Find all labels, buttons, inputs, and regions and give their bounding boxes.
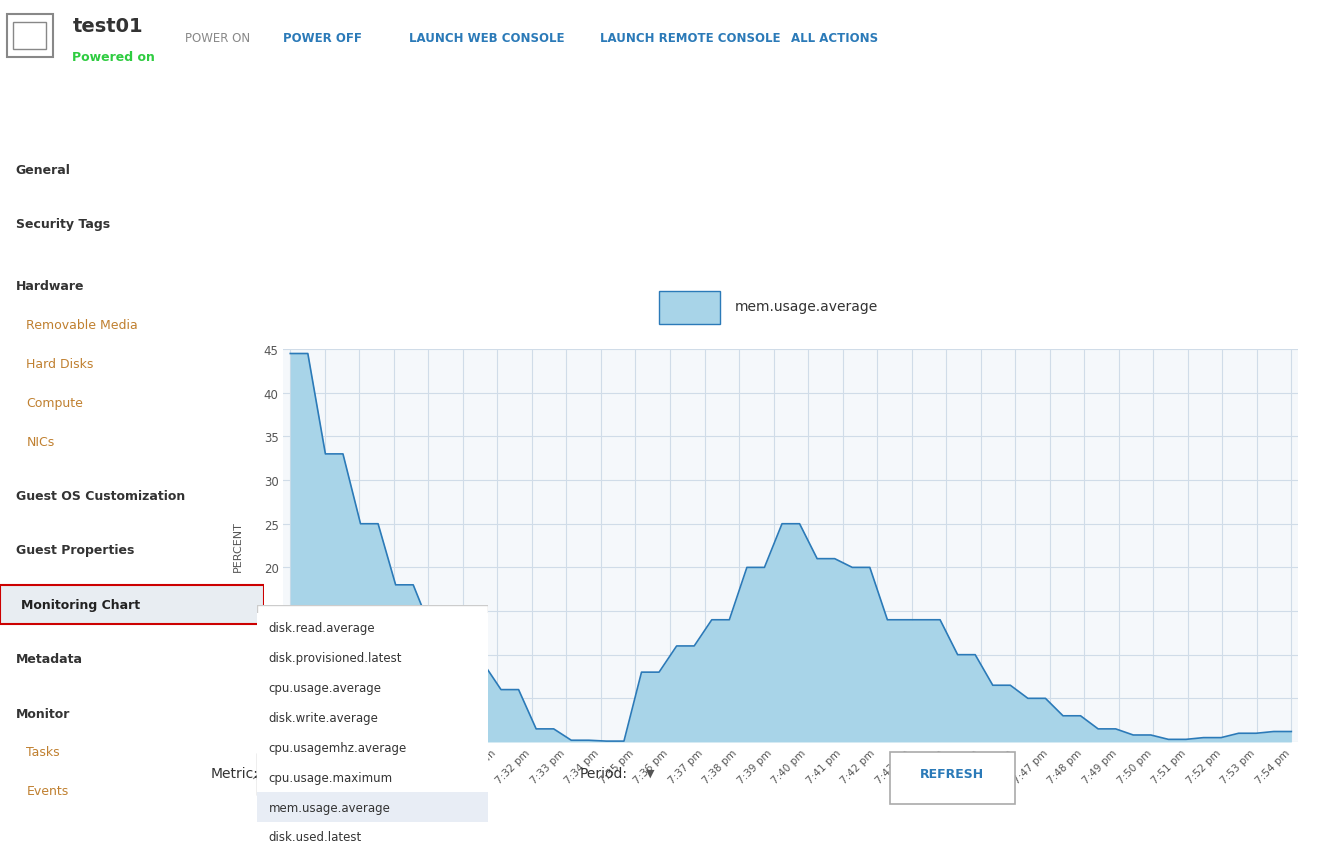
Bar: [257, 703, 488, 733]
Text: disk.provisioned.latest: disk.provisioned.latest: [269, 652, 402, 664]
Text: cpu.usage.average: cpu.usage.average: [269, 682, 381, 694]
Bar: [257, 792, 488, 822]
Text: Tasks: Tasks: [26, 746, 61, 758]
Y-axis label: PERCENT: PERCENT: [233, 520, 243, 572]
Bar: [257, 643, 488, 673]
Text: Guest Properties: Guest Properties: [16, 543, 134, 557]
Text: Guest OS Customization: Guest OS Customization: [16, 490, 185, 502]
Text: cpu.usage.maximum: cpu.usage.maximum: [269, 771, 393, 784]
Text: mem.usage.average: mem.usage.average: [735, 300, 878, 314]
Bar: [7, 15, 53, 57]
Bar: [257, 673, 488, 703]
Bar: [257, 733, 488, 763]
Text: Powered on: Powered on: [72, 51, 156, 64]
Text: disk.write.average: disk.write.average: [269, 711, 378, 724]
Text: Compute: Compute: [26, 397, 83, 409]
Text: LAUNCH REMOTE CONSOLE: LAUNCH REMOTE CONSOLE: [600, 32, 780, 45]
FancyBboxPatch shape: [257, 753, 376, 795]
Bar: [257, 763, 488, 792]
Text: POWER OFF: POWER OFF: [283, 32, 362, 45]
Text: ▼: ▼: [366, 769, 374, 778]
Text: NICs: NICs: [26, 435, 54, 448]
Text: disk.read.average: disk.read.average: [269, 622, 376, 635]
FancyBboxPatch shape: [890, 752, 1015, 804]
Text: Metadata: Metadata: [16, 653, 83, 665]
Text: LAUNCH WEB CONSOLE: LAUNCH WEB CONSOLE: [409, 32, 564, 45]
Text: disk.used.latest: disk.used.latest: [269, 831, 362, 844]
Text: Period:: Period:: [580, 766, 627, 780]
Text: Monitor: Monitor: [16, 707, 70, 720]
Text: Security Tags: Security Tags: [16, 218, 109, 231]
Text: Hard Disks: Hard Disks: [26, 357, 94, 370]
Text: POWER ON: POWER ON: [185, 32, 249, 45]
Text: Monitoring Chart: Monitoring Chart: [21, 598, 140, 611]
Text: mem.usage.average: mem.usage.average: [269, 801, 390, 814]
Text: mem.usag...: mem.usag...: [261, 767, 339, 780]
Bar: [257, 822, 488, 852]
Text: ▼: ▼: [646, 769, 654, 778]
Bar: [13, 23, 46, 49]
FancyBboxPatch shape: [659, 292, 720, 324]
Text: test01: test01: [72, 17, 144, 37]
Text: ALL ACTIONS: ALL ACTIONS: [791, 32, 878, 45]
Text: General: General: [16, 164, 71, 177]
Text: Removable Media: Removable Media: [26, 319, 138, 332]
Text: Hardware: Hardware: [16, 280, 84, 293]
Text: REFRESH: REFRESH: [920, 767, 985, 780]
Text: Metric:: Metric:: [211, 766, 258, 780]
Text: Events: Events: [26, 785, 69, 798]
Bar: [0, 585, 264, 624]
Text: cpu.usagemhz.average: cpu.usagemhz.average: [269, 741, 407, 754]
Bar: [257, 613, 488, 643]
